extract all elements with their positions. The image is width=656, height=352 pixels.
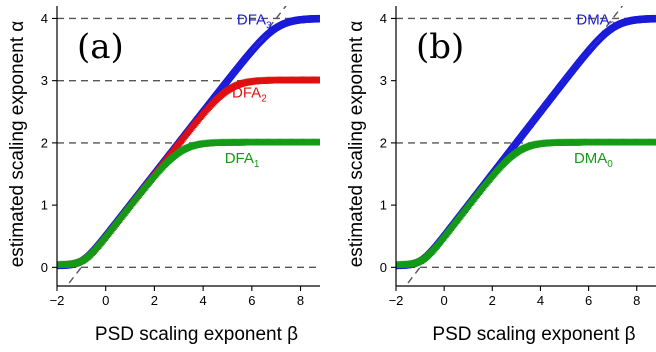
series-label: DFA3 <box>237 12 272 32</box>
x-tick-label: 2 <box>151 293 158 308</box>
data-point <box>651 138 656 146</box>
data-point <box>315 76 320 84</box>
x-tick-label: −2 <box>389 293 404 308</box>
data-point <box>316 14 320 23</box>
series-label: DFA1 <box>225 150 260 170</box>
series-label: DMA0 <box>574 150 613 170</box>
x-tick-label: 8 <box>633 293 640 308</box>
x-tick-label: 0 <box>102 293 109 308</box>
series-label: DMA2 <box>576 12 615 32</box>
y-tick-label: 1 <box>380 198 387 213</box>
y-tick-label: 4 <box>380 11 387 26</box>
series-dfa1 <box>57 138 320 269</box>
data-point <box>315 138 320 146</box>
y-tick-label: 3 <box>41 73 48 88</box>
x-tick-label: 0 <box>441 293 448 308</box>
y-tick-label: 2 <box>380 135 387 150</box>
series-label: DFA2 <box>232 84 267 104</box>
panel-label: (b) <box>416 27 464 67</box>
panel-a: DFA3 DFA2 DFA1 −2 0 2 4 6 8 0 1 2 3 4 PSD scaling expo… <box>7 6 320 345</box>
x-axis-label: PSD scaling exponent β <box>95 324 298 345</box>
x-axis-label: PSD scaling exponent β <box>432 324 635 345</box>
panel-b: DMA2 DMA0 −2 0 2 4 6 8 0 1 2 3 4 PSD scaling exponent… <box>346 6 656 345</box>
x-tick-label: 2 <box>489 293 496 308</box>
series-dma0 <box>396 138 656 269</box>
y-tick-label: 0 <box>380 260 387 275</box>
y-tick-label: 3 <box>380 73 387 88</box>
x-tick-label: 4 <box>537 293 544 308</box>
panel-label: (a) <box>77 27 124 67</box>
y-tick-label: 4 <box>41 11 48 26</box>
x-tick-label: −2 <box>50 293 65 308</box>
y-axis-label: estimated scaling exponent α <box>346 21 367 268</box>
x-tick-label: 8 <box>297 293 304 308</box>
x-tick-label: 4 <box>199 293 206 308</box>
x-tick-label: 6 <box>248 293 255 308</box>
x-tick-label: 6 <box>585 293 592 308</box>
y-tick-label: 1 <box>41 198 48 213</box>
series-dfa2 <box>57 76 320 269</box>
y-axis-label: estimated scaling exponent α <box>7 21 28 268</box>
y-tick-label: 0 <box>41 260 48 275</box>
y-tick-label: 2 <box>41 135 48 150</box>
